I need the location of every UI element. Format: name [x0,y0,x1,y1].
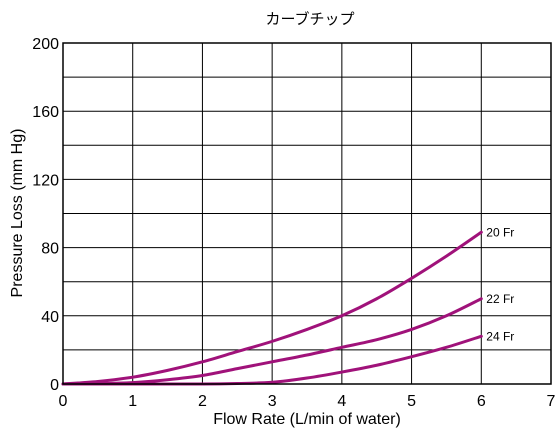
y-tick-label: 160 [32,104,59,121]
grid-lines [63,43,551,384]
chart-title: カーブチップ [265,10,354,28]
x-axis-title: Flow Rate (L/min of water) [213,411,401,428]
y-tick-label: 80 [41,241,59,258]
series-label: 20 Fr [486,225,514,239]
x-tick-label: 4 [337,393,346,410]
series-label: 24 Fr [486,329,514,343]
x-tick-label: 2 [198,393,207,410]
y-axis-title: Pressure Loss (mm Hg) [9,129,26,298]
y-tick-label: 120 [32,172,59,189]
plot-frame [62,42,552,385]
x-tick-label: 6 [477,393,486,410]
x-tick-label: 0 [59,393,68,410]
y-tick-label: 0 [50,377,59,394]
y-tick-label: 200 [32,36,59,53]
tick-labels: 0 1 2 3 4 5 6 7 0 40 80 120 160 200 [32,36,555,410]
x-tick-label: 3 [268,393,277,410]
x-tick-label: 7 [547,393,556,410]
series-label: 22 Fr [486,292,514,306]
series-line-20-fr [61,230,483,386]
x-tick-label: 5 [407,393,416,410]
x-tick-label: 1 [128,393,137,410]
series-labels: 20 Fr 22 Fr 24 Fr [486,225,514,343]
y-tick-label: 40 [41,309,59,326]
